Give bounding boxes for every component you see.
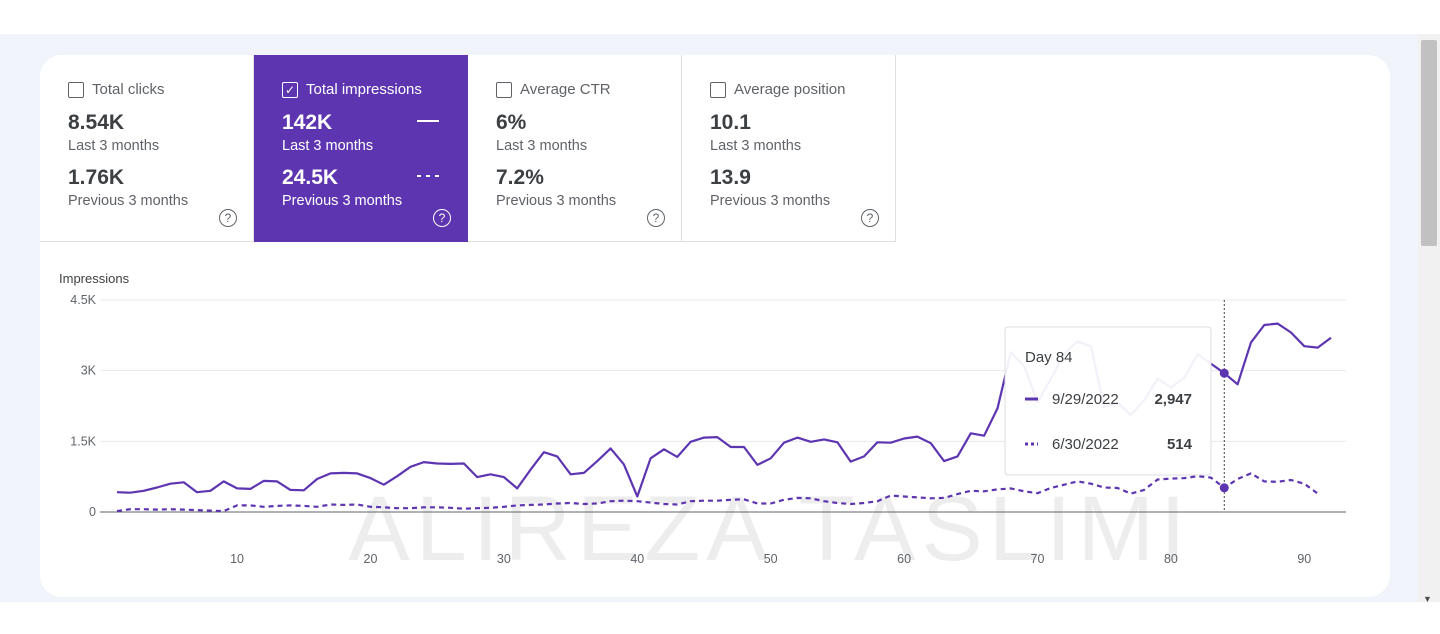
y-tick-label: 3K xyxy=(81,364,97,378)
metric-value: 6% xyxy=(496,111,527,134)
x-tick-label: 30 xyxy=(497,552,511,566)
checkbox-icon[interactable] xyxy=(68,81,84,98)
metric-value: 10.1 xyxy=(710,111,751,134)
metric-period: Last 3 months xyxy=(68,138,160,154)
tooltip-box xyxy=(1004,326,1212,476)
impressions-chart[interactable]: ALIREZA TASLIMI Impressions 0 1.5K 3K 4.5K 10 2… xyxy=(40,260,1390,597)
checkbox-icon[interactable] xyxy=(710,81,726,98)
chart-svg[interactable]: ALIREZA TASLIMI Impressions 0 1.5K 3K 4.5K 10 2… xyxy=(40,260,1390,597)
watermark-text: ALIREZA TASLIMI xyxy=(348,478,1191,580)
x-tick-label: 70 xyxy=(1031,552,1045,566)
metric-tabs: Total clicks 8.54K Last 3 months 1.76K P… xyxy=(40,55,896,242)
metric-average-position[interactable]: Average position 10.1 Last 3 months 13.9… xyxy=(682,55,896,242)
metric-label: Total impressions xyxy=(306,81,422,98)
metric-prev-value: 13.9 xyxy=(710,166,751,189)
tooltip-date: 9/29/2022 xyxy=(1052,391,1119,408)
metric-prev-period: Previous 3 months xyxy=(282,193,403,209)
metric-period: Last 3 months xyxy=(282,138,374,154)
metric-label: Total clicks xyxy=(92,81,165,98)
y-axis-label: Impressions xyxy=(59,271,130,286)
metric-label: Average position xyxy=(734,81,846,98)
help-circle-icon[interactable]: ? xyxy=(861,209,879,227)
tooltip-value: 514 xyxy=(1167,436,1193,453)
x-tick-label: 90 xyxy=(1297,552,1311,566)
metric-prev-value: 7.2% xyxy=(496,166,544,189)
x-tick-label: 50 xyxy=(764,552,778,566)
scrollbar-thumb[interactable] xyxy=(1421,40,1437,246)
metric-value: 8.54K xyxy=(68,111,125,134)
tooltip: Day 84 9/29/2022 2,947 6/30/2022 514 xyxy=(1004,326,1212,476)
current-highlight-point xyxy=(1219,368,1229,378)
previous-highlight-point xyxy=(1219,483,1229,493)
help-circle-icon[interactable]: ? xyxy=(433,209,451,227)
x-tick-label: 10 xyxy=(230,552,244,566)
metric-average-ctr[interactable]: Average CTR 6% Last 3 months 7.2% Previo… xyxy=(468,55,682,242)
metric-label: Average CTR xyxy=(520,81,611,98)
y-tick-label: 4.5K xyxy=(70,293,96,307)
y-tick-label: 0 xyxy=(89,505,96,519)
x-tick-label: 60 xyxy=(897,552,911,566)
metric-total-impressions[interactable]: ✓ Total impressions 142K Last 3 months 2… xyxy=(254,55,468,242)
x-tick-label: 80 xyxy=(1164,552,1178,566)
tooltip-date: 6/30/2022 xyxy=(1052,436,1119,453)
help-circle-icon[interactable]: ? xyxy=(219,209,237,227)
metric-period: Last 3 months xyxy=(710,138,802,154)
performance-card: Total clicks 8.54K Last 3 months 1.76K P… xyxy=(40,55,1390,597)
metric-period: Last 3 months xyxy=(496,138,588,154)
tooltip-title: Day 84 xyxy=(1025,349,1073,366)
scroll-down-arrow-icon[interactable]: ▼ xyxy=(1423,594,1432,604)
metric-prev-value: 1.76K xyxy=(68,166,125,189)
checkbox-checked-icon[interactable]: ✓ xyxy=(282,81,298,98)
y-tick-label: 1.5K xyxy=(70,434,96,448)
metric-value: 142K xyxy=(282,111,333,134)
help-circle-icon[interactable]: ? xyxy=(647,209,665,227)
tooltip-value: 2,947 xyxy=(1154,391,1192,408)
x-tick-label: 40 xyxy=(630,552,644,566)
metric-total-clicks[interactable]: Total clicks 8.54K Last 3 months 1.76K P… xyxy=(40,55,254,242)
solid-line-legend-icon xyxy=(417,120,439,122)
metric-prev-period: Previous 3 months xyxy=(68,193,189,209)
metric-prev-period: Previous 3 months xyxy=(710,193,831,209)
previous-period-line xyxy=(116,472,1319,513)
metric-prev-period: Previous 3 months xyxy=(496,193,617,209)
dashed-line-legend-icon xyxy=(417,175,439,177)
x-tick-label: 20 xyxy=(364,552,378,566)
checkbox-icon[interactable] xyxy=(496,81,512,98)
metric-prev-value: 24.5K xyxy=(282,166,339,189)
